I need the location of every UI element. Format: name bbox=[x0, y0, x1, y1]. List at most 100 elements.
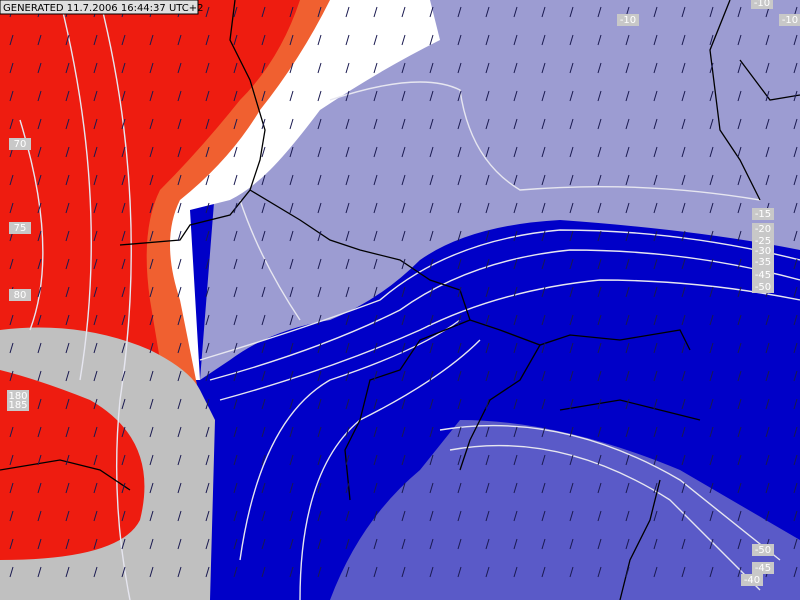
wind-barb bbox=[345, 342, 350, 354]
wind-barb bbox=[569, 342, 574, 354]
wind-barb bbox=[429, 314, 434, 326]
wind-barb bbox=[541, 398, 546, 410]
wind-barb bbox=[569, 174, 574, 186]
wind-barb bbox=[289, 230, 294, 242]
wind-barb bbox=[261, 62, 266, 74]
wind-barb bbox=[597, 426, 602, 438]
wind-barb bbox=[681, 62, 686, 74]
wind-barb bbox=[289, 482, 294, 494]
wind-barb bbox=[65, 426, 70, 438]
wind-barb bbox=[485, 510, 490, 522]
wind-barb bbox=[597, 62, 602, 74]
wind-barb bbox=[261, 34, 266, 46]
wind-barb bbox=[37, 454, 42, 466]
wind-barb bbox=[121, 258, 126, 270]
wind-barb bbox=[93, 230, 98, 242]
wind-barb bbox=[37, 342, 42, 354]
wind-barb bbox=[373, 286, 378, 298]
wind-barb bbox=[765, 510, 770, 522]
wind-barb bbox=[765, 370, 770, 382]
contour-label: -50 bbox=[755, 282, 771, 293]
wind-barb bbox=[401, 34, 406, 46]
wind-barb bbox=[177, 398, 182, 410]
wind-barb bbox=[653, 90, 658, 102]
wind-barb bbox=[205, 230, 210, 242]
border bbox=[709, 0, 761, 201]
wind-barb bbox=[653, 426, 658, 438]
contour-label: -30 bbox=[755, 246, 771, 257]
wind-barb bbox=[457, 286, 462, 298]
wind-barb bbox=[317, 286, 322, 298]
wind-barb bbox=[121, 566, 126, 578]
wind-barb bbox=[233, 398, 238, 410]
wind-barb bbox=[681, 370, 686, 382]
wind-barb bbox=[149, 90, 154, 102]
wind-barb bbox=[177, 62, 182, 74]
wind-barb bbox=[653, 510, 658, 522]
wind-barb bbox=[597, 174, 602, 186]
wind-barb bbox=[65, 510, 70, 522]
contour bbox=[439, 424, 781, 561]
wind-barb bbox=[709, 426, 714, 438]
wind-barb bbox=[233, 426, 238, 438]
wind-barb bbox=[597, 398, 602, 410]
wind-barb bbox=[737, 454, 742, 466]
wind-barb bbox=[261, 370, 266, 382]
wind-barb bbox=[541, 370, 546, 382]
wind-barb bbox=[485, 342, 490, 354]
wind-barb bbox=[177, 118, 182, 130]
wind-barb bbox=[233, 62, 238, 74]
wind-barb bbox=[457, 6, 462, 18]
wind-barb bbox=[373, 62, 378, 74]
wind-barb bbox=[429, 370, 434, 382]
wind-barb bbox=[401, 342, 406, 354]
wind-barb bbox=[765, 398, 770, 410]
wind-barb bbox=[541, 62, 546, 74]
wind-barb bbox=[793, 118, 798, 130]
wind-barb bbox=[65, 90, 70, 102]
wind-barb bbox=[457, 482, 462, 494]
wind-barb bbox=[345, 454, 350, 466]
wind-barb bbox=[429, 286, 434, 298]
wind-barb bbox=[177, 370, 182, 382]
wind-barb bbox=[401, 286, 406, 298]
wind-barb bbox=[737, 566, 742, 578]
wind-barb bbox=[149, 426, 154, 438]
wind-barb bbox=[737, 482, 742, 494]
wind-barb bbox=[9, 510, 14, 522]
wind-barb bbox=[653, 398, 658, 410]
wind-barb bbox=[261, 566, 266, 578]
wind-barb bbox=[65, 454, 70, 466]
wind-barb bbox=[121, 118, 126, 130]
wind-barb bbox=[485, 566, 490, 578]
contour-label: 80 bbox=[14, 290, 27, 301]
label-box bbox=[752, 281, 774, 293]
wind-barb bbox=[345, 538, 350, 550]
border bbox=[459, 344, 541, 471]
wind-barb bbox=[625, 482, 630, 494]
wind-barb bbox=[317, 90, 322, 102]
wind-barb bbox=[653, 566, 658, 578]
contour bbox=[219, 279, 800, 401]
wind-barb bbox=[541, 566, 546, 578]
wind-barb bbox=[317, 426, 322, 438]
wind-barb bbox=[709, 538, 714, 550]
wind-barb bbox=[513, 342, 518, 354]
contour-labels: -10-10-10-15-20-25-30-35-40-45-507075801… bbox=[7, 0, 800, 586]
wind-barb bbox=[653, 482, 658, 494]
wind-barb bbox=[457, 342, 462, 354]
wind-barb bbox=[317, 510, 322, 522]
wind-barb bbox=[149, 118, 154, 130]
wind-barb bbox=[373, 118, 378, 130]
wind-barb bbox=[401, 566, 406, 578]
wind-barb bbox=[149, 566, 154, 578]
wind-barb bbox=[429, 202, 434, 214]
wind-barb bbox=[289, 426, 294, 438]
wind-barb bbox=[429, 426, 434, 438]
wind-barb bbox=[681, 314, 686, 326]
wind-barb bbox=[569, 314, 574, 326]
wind-barb bbox=[513, 230, 518, 242]
wind-barb bbox=[261, 146, 266, 158]
wind-barb bbox=[625, 90, 630, 102]
